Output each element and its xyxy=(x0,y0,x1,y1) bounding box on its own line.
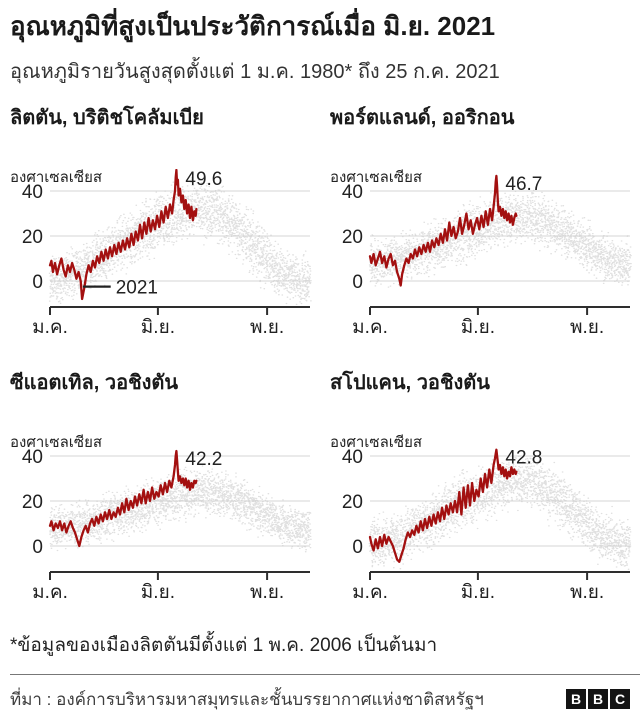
svg-text:46.7: 46.7 xyxy=(505,173,542,194)
chart-block-lytton: ลิตตัน, บริติชโคลัมเบีย 40 20 0 องศาเซลเซีย… xyxy=(10,105,330,341)
chart-block-seattle: ซีแอตเทิล, วอชิงตัน 40 20 0 องศาเซลเซียส 42.… xyxy=(10,370,330,606)
svg-text:0: 0 xyxy=(352,272,363,293)
chart-title: พอร์ตแลนด์, ออริกอน xyxy=(330,106,515,129)
chart-title: ลิตตัน, บริติชโคลัมเบีย xyxy=(10,106,204,129)
svg-text:มิ.ย.: มิ.ย. xyxy=(141,582,175,603)
svg-text:ม.ค.: ม.ค. xyxy=(32,317,68,338)
chart-title: ซีแอตเทิล, วอชิงตัน xyxy=(10,371,179,394)
source-row: ที่มา : องค์การบริหารมหาสมุทรและชั้นบรรย… xyxy=(10,673,640,713)
svg-text:0: 0 xyxy=(352,537,363,558)
svg-text:องศาเซลเซียส: องศาเซลเซียส xyxy=(330,169,422,186)
svg-text:มิ.ย.: มิ.ย. xyxy=(461,317,495,338)
svg-text:2021: 2021 xyxy=(116,277,158,298)
svg-text:0: 0 xyxy=(32,272,43,293)
svg-text:พ.ย.: พ.ย. xyxy=(250,317,284,338)
bbc-logo-block: C xyxy=(610,689,630,709)
svg-text:20: 20 xyxy=(342,227,363,248)
svg-text:มิ.ย.: มิ.ย. xyxy=(141,317,175,338)
svg-text:42.2: 42.2 xyxy=(185,449,222,470)
svg-text:49.6: 49.6 xyxy=(185,169,222,190)
chart-title: สโปแคน, วอชิงตัน xyxy=(330,371,490,394)
bbc-logo-block: B xyxy=(588,689,608,709)
chart-block-portland: พอร์ตแลนด์, ออริกอน 40 20 0 องศาเซลเซียส 46.… xyxy=(330,105,640,341)
svg-text:40: 40 xyxy=(22,447,43,468)
svg-text:องศาเซลเซียส: องศาเซลเซียส xyxy=(10,434,102,451)
chart-canvas-lytton: 40 20 0 องศาเซลเซียส 49.6 2021 ม.ค. มิ.ย. พ.ย. xyxy=(10,168,312,338)
svg-text:40: 40 xyxy=(22,182,43,203)
svg-text:พ.ย.: พ.ย. xyxy=(250,582,284,603)
svg-text:40: 40 xyxy=(342,447,363,468)
chart-block-spokane: สโปแคน, วอชิงตัน 40 20 0 องศาเซลเซียส 42.8 ม.… xyxy=(330,370,640,606)
svg-text:40: 40 xyxy=(342,182,363,203)
footnote: *ข้อมูลของเมืองลิตตันมีตั้งแต่ 1 พ.ค. 20… xyxy=(10,634,438,656)
svg-text:พ.ย.: พ.ย. xyxy=(570,582,604,603)
svg-text:0: 0 xyxy=(32,537,43,558)
charts-grid: ลิตตัน, บริติชโคลัมเบีย 40 20 0 องศาเซลเซีย… xyxy=(10,105,640,606)
svg-text:20: 20 xyxy=(22,492,43,513)
bbc-logo-block: B xyxy=(566,689,586,709)
subtitle: อุณหภูมิรายวันสูงสุดตั้งแต่ 1 ม.ค. 1980*… xyxy=(10,60,500,83)
chart-canvas-portland: 40 20 0 องศาเซลเซียส 46.7 ม.ค. มิ.ย. พ.ย. xyxy=(330,169,632,338)
svg-text:ม.ค.: ม.ค. xyxy=(352,317,388,338)
svg-text:พ.ย.: พ.ย. xyxy=(570,317,604,338)
svg-text:42.8: 42.8 xyxy=(505,447,542,468)
svg-text:20: 20 xyxy=(22,227,43,248)
chart-canvas-seattle: 40 20 0 องศาเซลเซียส 42.2 ม.ค. มิ.ย. พ.ย. xyxy=(10,434,312,603)
svg-text:องศาเซลเซียส: องศาเซลเซียส xyxy=(330,434,422,451)
svg-text:ม.ค.: ม.ค. xyxy=(352,582,388,603)
svg-text:ม.ค.: ม.ค. xyxy=(32,582,68,603)
svg-text:20: 20 xyxy=(342,492,363,513)
page-title: อุณหภูมิที่สูงเป็นประวัติการณ์เมื่อ มิ.ย… xyxy=(10,11,496,41)
source-text: ที่มา : องค์การบริหารมหาสมุทรและชั้นบรรย… xyxy=(10,689,484,709)
chart-canvas-spokane: 40 20 0 องศาเซลเซียส 42.8 ม.ค. มิ.ย. พ.ย. xyxy=(330,434,632,603)
bbc-logo: B B C xyxy=(566,689,630,709)
svg-text:องศาเซลเซียส: องศาเซลเซียส xyxy=(10,169,102,186)
svg-text:มิ.ย.: มิ.ย. xyxy=(461,582,495,603)
